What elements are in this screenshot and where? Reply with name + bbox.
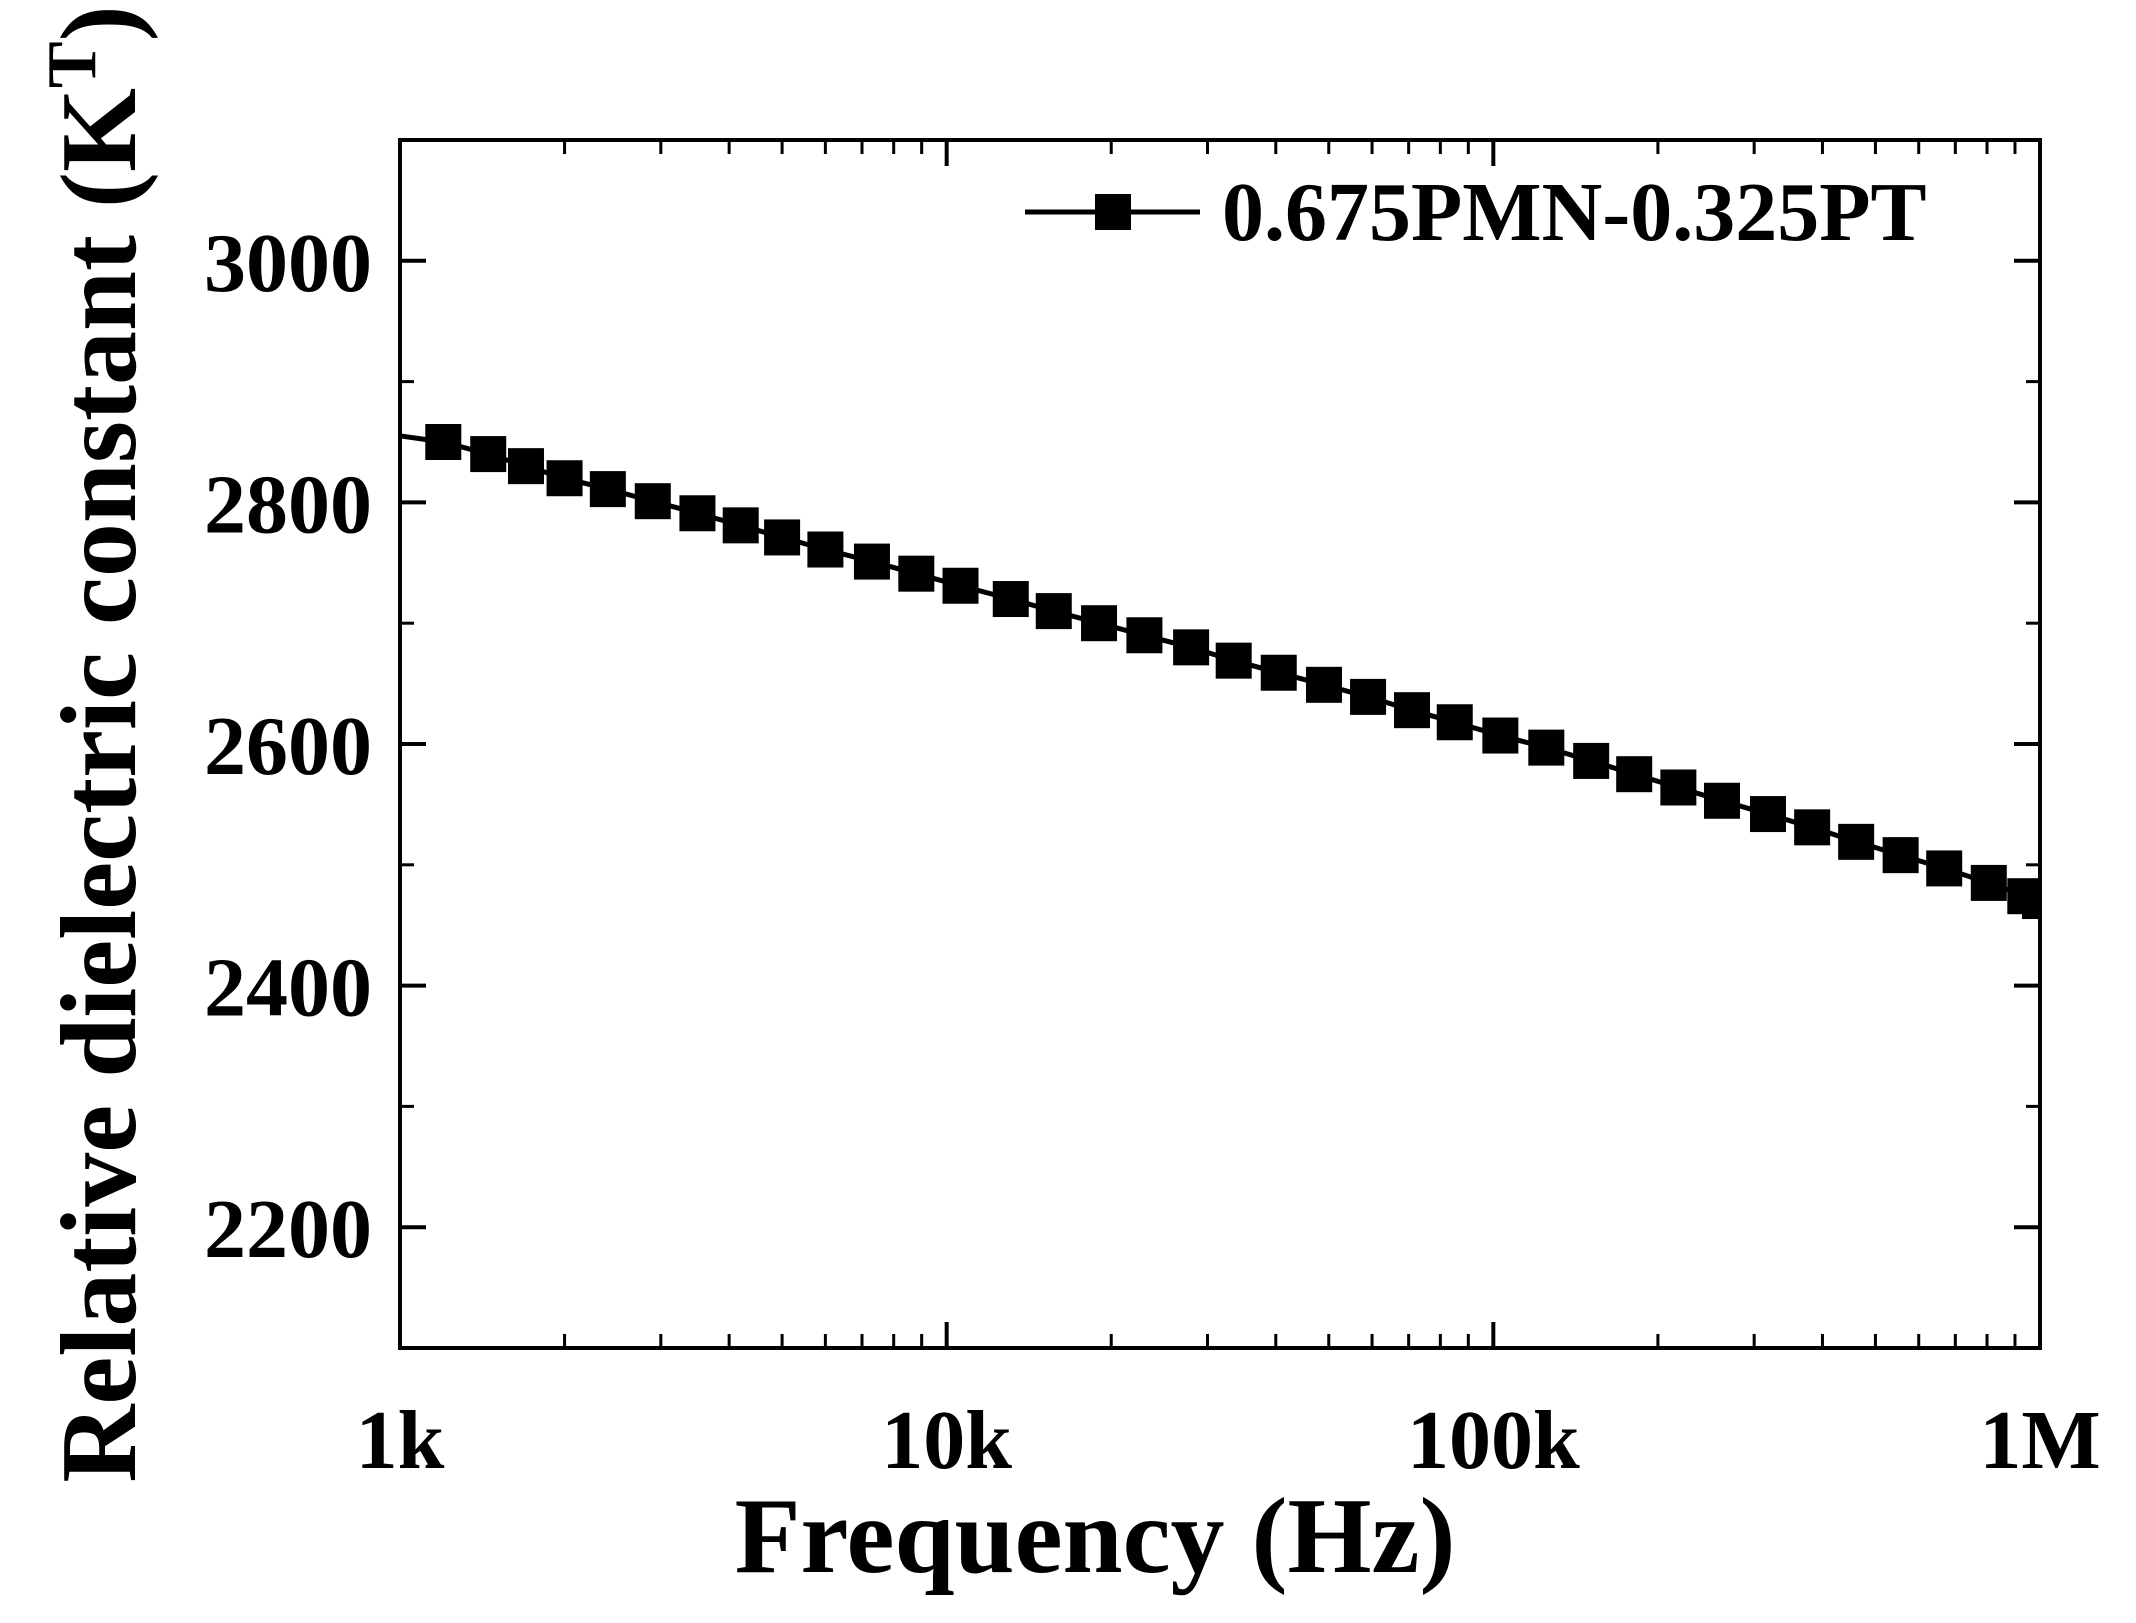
x-tick-label: 100k — [1407, 1394, 1580, 1487]
data-point — [992, 581, 1029, 618]
data-point — [1616, 756, 1653, 793]
data-point — [1660, 769, 1697, 806]
data-point — [1126, 617, 1163, 654]
data-point — [722, 507, 759, 544]
data-point — [1882, 837, 1919, 874]
data-point — [1035, 593, 1072, 630]
data-point — [1970, 864, 2007, 901]
data-point — [1305, 666, 1342, 703]
data-point — [1436, 704, 1473, 741]
data-point — [1260, 654, 1297, 691]
y-tick-label: 2200 — [204, 1183, 372, 1276]
y-axis-title: Relative dielectric constant (KT) — [34, 5, 159, 1482]
legend: 0.675PMN-0.325PT — [1025, 166, 1927, 259]
y-tick-label: 3000 — [204, 217, 372, 310]
plot-frame — [398, 138, 2042, 1350]
data-point — [1704, 782, 1741, 819]
plot-area — [357, 414, 2040, 920]
x-axis-ticks: 1k 10k 100k 1M — [356, 140, 2101, 1487]
x-tick-label: 1k — [356, 1394, 445, 1487]
data-point — [853, 543, 890, 580]
data-point — [764, 519, 801, 556]
data-point — [470, 436, 507, 473]
data-point — [898, 555, 935, 592]
x-tick-label: 1M — [1979, 1394, 2100, 1487]
data-point — [1926, 850, 1963, 887]
data-point — [1081, 605, 1118, 642]
data-point — [1573, 742, 1610, 779]
y-axis-title-superscript: T — [34, 41, 111, 88]
y-tick-label: 2400 — [204, 942, 372, 1035]
data-point — [679, 495, 716, 532]
y-axis-ticks: 2200 2400 2600 2800 3000 — [204, 138, 2040, 1350]
data-point — [807, 531, 844, 568]
y-axis-title-main: Relative dielectric constant (K — [40, 88, 159, 1483]
data-point — [357, 414, 393, 450]
data-point — [1350, 678, 1387, 715]
data-point — [1528, 729, 1565, 766]
legend-label: 0.675PMN-0.325PT — [1222, 166, 1927, 259]
data-point — [1173, 629, 1210, 666]
y-axis-title-close: ) — [40, 5, 159, 41]
data-point — [634, 483, 671, 520]
data-point — [942, 567, 979, 604]
data-point — [1794, 809, 1831, 846]
y-tick-label: 2800 — [204, 458, 372, 551]
data-point — [1394, 692, 1431, 729]
x-tick-label: 10k — [881, 1394, 1012, 1487]
y-tick-label: 2600 — [204, 700, 372, 793]
data-point — [425, 424, 462, 460]
data-point — [1838, 823, 1875, 860]
data-point — [1749, 796, 1786, 833]
legend-marker — [1095, 194, 1131, 230]
x-axis-title: Frequency (Hz) — [735, 1477, 1456, 1596]
data-point — [546, 460, 583, 497]
data-point — [589, 471, 626, 508]
series-markers — [357, 414, 2040, 920]
data-point — [1215, 642, 1252, 679]
data-point — [507, 448, 544, 485]
data-point — [1482, 717, 1519, 754]
data-point — [2022, 883, 2040, 920]
